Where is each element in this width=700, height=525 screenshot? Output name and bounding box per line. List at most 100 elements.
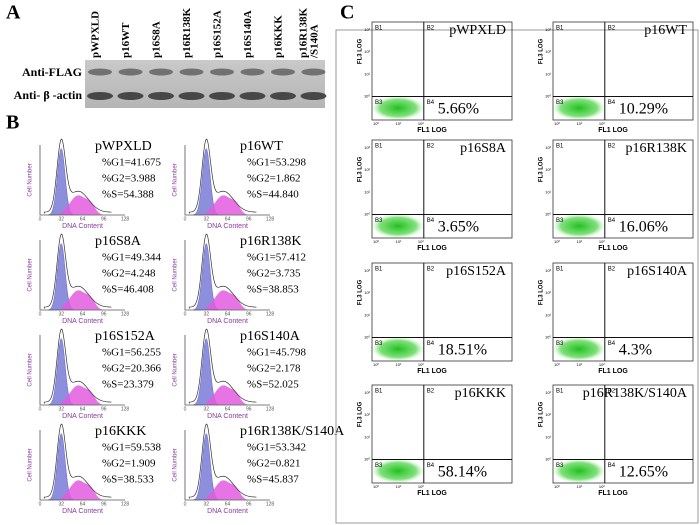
stat-g2: %G2=3.988: [102, 173, 156, 185]
band: [87, 92, 113, 100]
y-tick-label: 10³: [364, 27, 370, 32]
y-axis-label: Cell Number: [173, 258, 179, 291]
lane-label: p16KKK: [273, 15, 285, 58]
x-tick-label: 10²: [599, 484, 605, 489]
quadrant-label: B3: [556, 100, 564, 106]
event-cloud: [553, 337, 605, 361]
y-axis-label: Cell Number: [28, 353, 34, 386]
y-tick-label: 10²: [545, 412, 551, 417]
stat-s: %S=38.533: [102, 474, 154, 486]
axes: [184, 335, 270, 406]
sample-name: pWPXLD: [449, 23, 506, 38]
x-tick-label: 10⁰: [554, 362, 560, 367]
x-tick-label: 32: [58, 501, 64, 507]
x-tick-label: 64: [80, 216, 86, 222]
x-axis-label: FL1 LOG: [598, 368, 628, 375]
x-tick-label: 96: [101, 311, 107, 317]
x-tick-label: 64: [80, 406, 86, 412]
quadrant-label: B4: [427, 100, 435, 106]
x-tick-label: 64: [225, 501, 231, 507]
stat-g1: %G1=41.675: [102, 157, 162, 169]
x-tick-label: 96: [246, 311, 252, 317]
x-tick-label: 10¹: [396, 239, 402, 244]
x-tick-label: 10⁰: [554, 121, 560, 126]
percent-label: 12.65%: [619, 464, 668, 481]
x-axis-label: DNA Content: [207, 223, 248, 230]
x-tick-label: 128: [121, 501, 130, 507]
y-tick-label: 10⁰: [364, 335, 370, 340]
panel-label: B: [6, 112, 19, 134]
sample-name: p16R138K/S140A: [583, 386, 688, 401]
quadrant-label: B2: [427, 389, 435, 395]
plot-frame: [552, 21, 694, 121]
x-tick-label: 0: [184, 216, 187, 222]
axes: [184, 145, 270, 216]
y-tick-label: 10²: [364, 412, 370, 417]
y-tick-label: 10¹: [364, 312, 370, 317]
y-tick-label: 10¹: [364, 189, 370, 194]
x-tick-label: 128: [266, 311, 275, 317]
y-tick-label: 10¹: [545, 434, 551, 439]
y-tick-label: 10¹: [364, 434, 370, 439]
x-tick-label: 32: [58, 406, 64, 412]
y-tick-label: 10⁰: [364, 212, 370, 217]
event-cloud: [372, 337, 424, 361]
stat-g1: %G1=57.412: [247, 252, 306, 264]
x-tick-label: 96: [246, 216, 252, 222]
band: [148, 92, 174, 100]
stat-g1: %G1=49.344: [102, 252, 162, 264]
x-axis-label: DNA Content: [207, 318, 248, 325]
event-cloud: [372, 214, 424, 238]
band: [117, 92, 144, 100]
x-axis-label: DNA Content: [62, 413, 103, 420]
x-tick-label: 64: [225, 216, 231, 222]
stat-g2: %G2=3.735: [247, 268, 301, 280]
y-axis-label: FL3 LOG: [539, 38, 545, 64]
x-tick-label: 0: [184, 311, 187, 317]
x-tick-label: 10⁰: [373, 362, 379, 367]
x-tick-label: 10¹: [577, 484, 583, 489]
plot-frame: [371, 21, 513, 121]
band: [300, 92, 327, 100]
y-tick-label: 10³: [545, 390, 551, 395]
x-axis-label: FL1 LOG: [598, 245, 628, 252]
histogram: 0 32 64 96 128 DNA Content Cell Number: [28, 138, 130, 230]
x-tick-label: 32: [58, 311, 64, 317]
band: [179, 68, 204, 76]
y-axis-label: Cell Number: [173, 448, 179, 481]
plot-frame: [371, 262, 513, 362]
band: [271, 68, 295, 76]
sample-name: p16S152A: [95, 329, 156, 344]
x-tick-label: 128: [121, 406, 130, 412]
sample-name: p16S140A: [240, 329, 301, 344]
x-axis-label: FL1 LOG: [417, 368, 447, 375]
quadrant-label: B2: [608, 144, 616, 150]
y-axis-label: FL3 LOG: [358, 279, 364, 305]
y-axis-label: FL3 LOG: [539, 401, 545, 427]
event-cloud: [553, 214, 605, 238]
stat-g2: %G2=0.821: [247, 458, 301, 470]
x-tick-label: 96: [101, 406, 107, 412]
band: [239, 92, 266, 100]
x-tick-label: 128: [121, 216, 130, 222]
x-tick-label: 10²: [418, 484, 424, 489]
sample-name: p16KKK: [95, 424, 146, 439]
histogram: 0 32 64 96 128 DNA Content Cell Number: [173, 423, 274, 515]
stat-g1: %G1=56.255: [102, 347, 162, 359]
quadrant-label: B2: [427, 267, 435, 273]
outline: [188, 233, 257, 309]
plot-frame: [552, 384, 694, 484]
y-tick-label: 10⁰: [545, 94, 551, 99]
histogram: 0 32 64 96 128 DNA Content Cell Number: [173, 328, 274, 420]
quadrant-label: B2: [608, 389, 616, 395]
x-tick-label: 64: [80, 501, 86, 507]
percent-label: 5.66%: [438, 101, 479, 118]
quadrant-label: B1: [556, 267, 564, 273]
x-tick-label: 10¹: [396, 362, 402, 367]
x-tick-label: 96: [246, 501, 252, 507]
event-cloud: [372, 459, 424, 483]
x-tick-label: 96: [101, 501, 107, 507]
lane-label: p16S8A: [151, 21, 163, 58]
x-tick-label: 0: [39, 311, 42, 317]
x-tick-label: 10⁰: [554, 239, 560, 244]
